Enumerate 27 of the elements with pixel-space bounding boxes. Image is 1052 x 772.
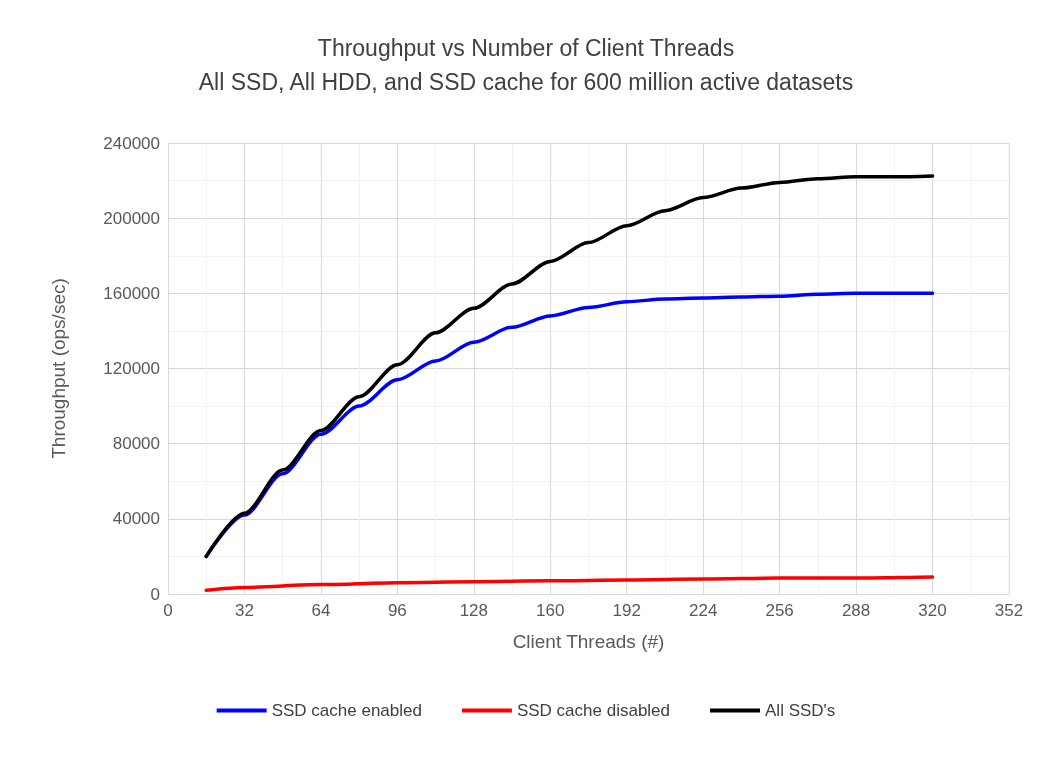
y-tick-label: 160000 (103, 283, 160, 303)
line-series (204, 575, 935, 592)
x-axis-title: Client Threads (#) (512, 631, 665, 652)
x-tick-label: 128 (459, 601, 489, 620)
y-tick-label: 80000 (112, 434, 160, 454)
x-tick-label: 96 (387, 601, 407, 620)
y-tick-label: 200000 (103, 208, 160, 228)
y-tick-label: 240000 (103, 133, 160, 153)
x-tick-label: 64 (311, 601, 331, 620)
legend-label: SSD cache disabled (516, 701, 671, 720)
x-tick-label: 288 (841, 601, 871, 620)
legend-label: SSD cache enabled (271, 701, 422, 720)
chart-title: Throughput vs Number of Client Threads All SSD, All HDD, and SSD cache for 600 million active datasets (198, 35, 854, 95)
x-tick-label: 0 (163, 601, 173, 620)
x-tick-label: 224 (688, 601, 718, 620)
line-series (204, 174, 935, 559)
y-tick-label: 0 (150, 584, 160, 604)
x-tick-label: 160 (536, 601, 565, 620)
x-tick-label: 32 (234, 601, 254, 620)
x-tick-label: 320 (918, 601, 947, 620)
y-tick-label: 120000 (103, 359, 160, 378)
y-axis-title: Throughput (ops/sec) (48, 278, 69, 459)
x-tick-label: 192 (612, 601, 641, 620)
x-tick-label: 352 (994, 601, 1024, 620)
legend-label: All SSD's (765, 701, 836, 720)
y-tick-label: 40000 (112, 509, 160, 529)
x-tick-label: 256 (765, 601, 794, 620)
